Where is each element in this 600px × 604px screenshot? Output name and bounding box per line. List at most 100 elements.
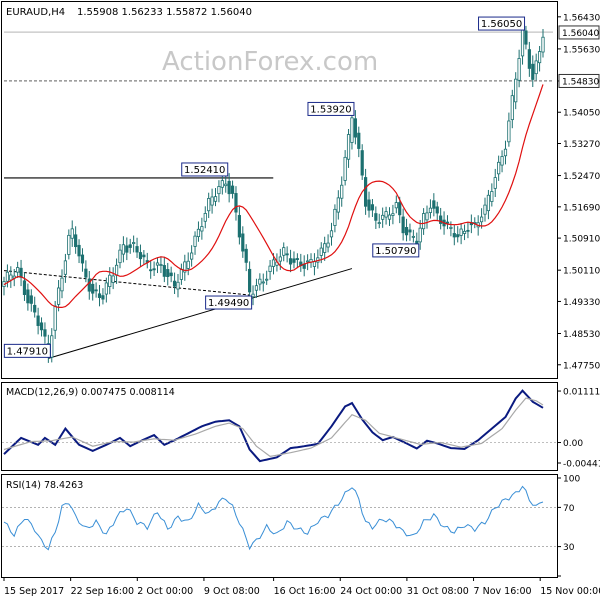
candle-body <box>462 230 467 234</box>
price-label-1.50790: 1.50790 <box>372 243 420 258</box>
candle-body <box>261 281 265 284</box>
candle-body <box>360 150 364 176</box>
candle-body <box>111 275 115 283</box>
candle-body <box>350 117 354 143</box>
candle-body <box>149 269 153 272</box>
candle-body <box>490 191 494 202</box>
candle-body <box>19 267 23 278</box>
candle-body <box>374 213 378 221</box>
candle-body <box>50 335 54 358</box>
price-label-box <box>478 16 526 31</box>
candle-body <box>425 212 429 221</box>
candle-body <box>142 254 146 258</box>
candle-body <box>435 206 439 214</box>
candle-body <box>285 253 289 256</box>
candle-body <box>497 161 501 175</box>
current-price-box: 1.56040 <box>558 25 600 40</box>
candle-body <box>172 280 177 287</box>
candle-body <box>84 268 88 278</box>
macd-tick-label: 0.00 <box>563 439 583 449</box>
price-label-text: 1.52410 <box>184 165 225 176</box>
candle-body <box>213 196 218 202</box>
candle-body <box>159 264 163 266</box>
chart-header-ohlc: 1.55908 1.56233 1.55872 1.56040 <box>77 7 252 18</box>
x-tick-label: 16 Oct 16:00 <box>274 586 336 597</box>
candle-body <box>329 230 334 238</box>
candle-body <box>394 202 398 209</box>
candle-body <box>67 234 71 255</box>
candle-body <box>524 30 528 45</box>
candle-body <box>186 260 190 269</box>
candle-body <box>367 199 371 211</box>
candle-body <box>452 233 456 238</box>
candle-body <box>94 289 98 292</box>
x-tick-label: 7 Nov 16:00 <box>474 586 532 597</box>
x-tick-label: 15 Sep 2017 <box>4 586 64 597</box>
signal-line <box>3 397 544 458</box>
candle-body <box>343 156 347 181</box>
candle-body <box>70 228 74 239</box>
candle-body <box>428 207 433 213</box>
candle-body <box>210 196 214 206</box>
candle-body <box>387 214 392 220</box>
candle-body <box>507 120 511 143</box>
candle-body <box>357 132 361 149</box>
price-label-text: 1.53920 <box>310 104 351 115</box>
candle-body <box>353 118 357 138</box>
candle-body <box>411 235 415 238</box>
watermark: ActionForex.com <box>162 47 378 77</box>
candle-body <box>9 274 13 281</box>
rsi-tick-label: 30 <box>563 543 575 553</box>
candle-body <box>346 134 351 160</box>
price-label-1.56050: 1.56050 <box>478 16 526 31</box>
candle-body <box>381 214 385 220</box>
rsi-tick-label: 70 <box>563 504 575 514</box>
candle-body <box>39 322 44 331</box>
candle-body <box>234 193 238 213</box>
candle-body <box>295 258 299 260</box>
candle-body <box>408 229 412 233</box>
candle-body <box>459 228 463 236</box>
candle-body <box>135 246 139 253</box>
candle-body <box>520 26 525 57</box>
price-label-text: 1.47910 <box>7 346 48 357</box>
candle-body <box>418 227 422 243</box>
rsi-levels <box>2 507 557 547</box>
candle-body <box>203 213 207 222</box>
candle-body <box>326 242 330 248</box>
price-label-box <box>205 295 253 310</box>
candle-body <box>77 244 81 257</box>
candle-body <box>207 198 211 212</box>
candle-body <box>323 243 327 253</box>
candle-body <box>227 180 231 195</box>
x-tick-label: 2 Oct 00:00 <box>137 586 193 597</box>
candle-body <box>391 213 395 216</box>
candle-body <box>118 249 122 264</box>
current-price-box-text: 1.56040 <box>562 29 599 39</box>
price-ma-line <box>3 84 544 308</box>
candle-body <box>404 227 409 236</box>
price-panel-frame <box>1 1 558 379</box>
candle-body <box>138 252 143 260</box>
candle-body <box>33 304 37 313</box>
candle-body <box>80 254 85 264</box>
candle-body <box>398 202 402 216</box>
candle-body <box>265 278 269 281</box>
candle-body <box>312 261 317 267</box>
price-label-text: 1.49490 <box>208 298 249 309</box>
candle-body <box>479 216 484 223</box>
candle-body <box>534 60 538 75</box>
price-tick-label: 1.54050 <box>563 109 600 119</box>
price-label-1.49490: 1.49490 <box>205 295 253 310</box>
macd-label: MACD(12,26,9) 0.007475 0.008114 <box>6 387 175 398</box>
candle-body <box>196 228 201 238</box>
candle-body <box>500 156 504 166</box>
trendline-1 <box>3 270 250 296</box>
candle-body <box>503 148 508 157</box>
rsi-label: RSI(14) 78.4263 <box>6 480 83 491</box>
candle-body <box>445 221 450 224</box>
candle-body <box>36 315 40 326</box>
candle-body <box>517 58 521 81</box>
x-tick-label: 9 Oct 08:00 <box>204 586 260 597</box>
rsi-tick-label: 100 <box>563 475 580 485</box>
